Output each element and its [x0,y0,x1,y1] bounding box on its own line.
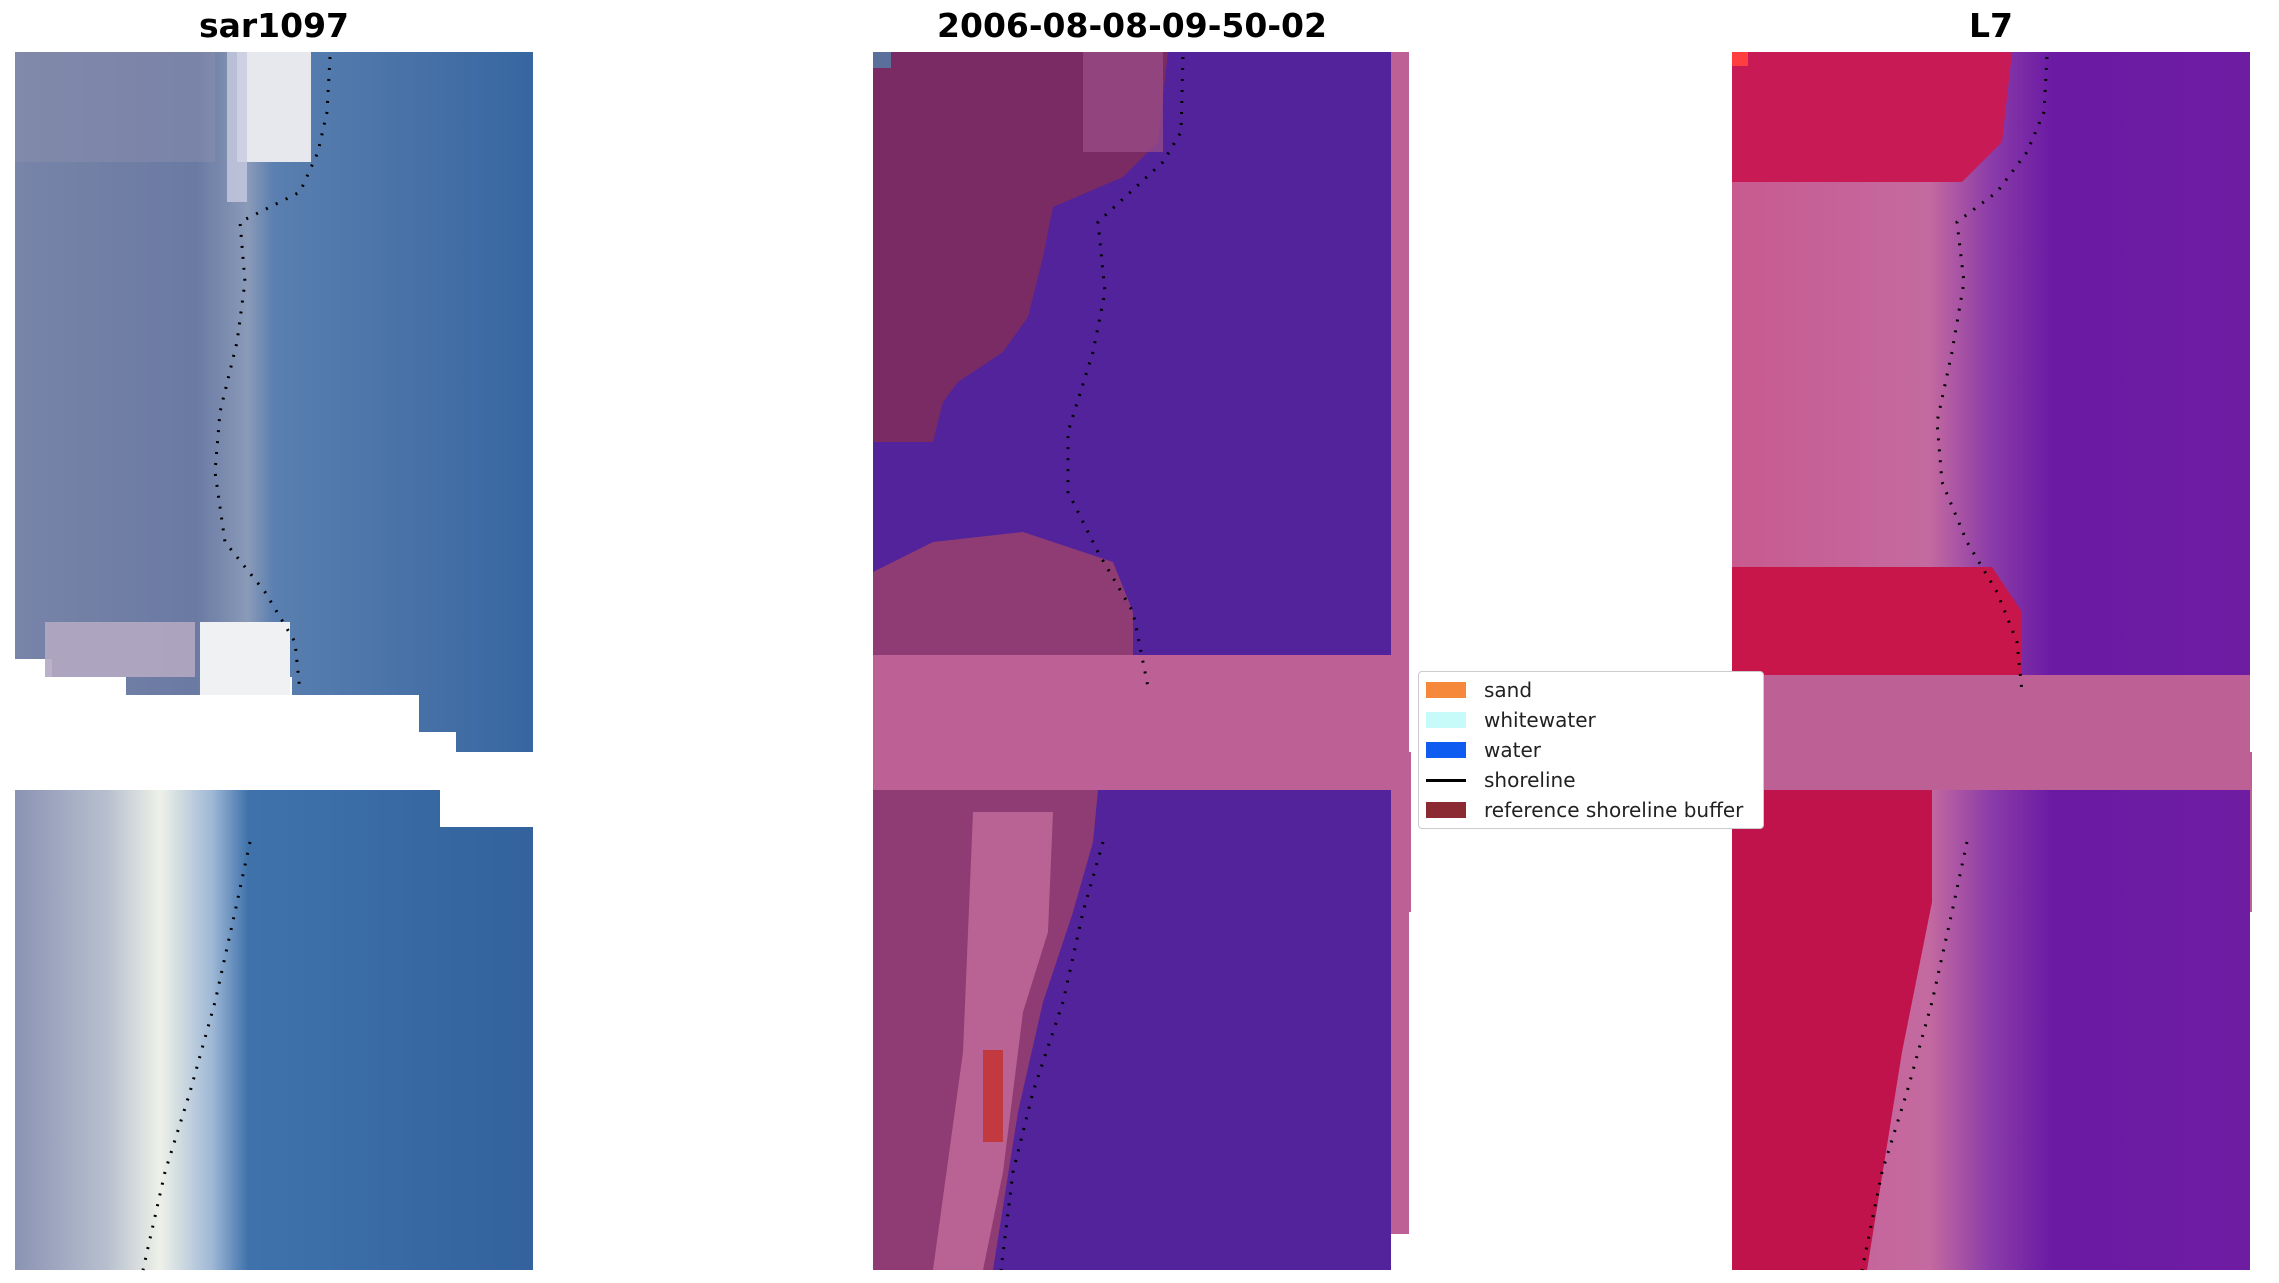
legend-item-water: water [1419,735,1541,765]
legend: sand whitewater water shoreline referenc… [1418,671,1764,829]
panel-title-rgb: sar1097 [198,6,350,45]
rgb-image-panel [15,52,533,1271]
legend-item-whitewater: whitewater [1419,705,1596,735]
water-swatch [1426,742,1466,758]
shoreline-line-swatch [1426,778,1466,782]
legend-item-sand: sand [1419,675,1532,705]
whitewater-swatch [1426,712,1466,728]
index-image [1732,52,2252,1271]
legend-label: whitewater [1484,708,1596,732]
legend-item-reference-buffer: reference shoreline buffer [1419,795,1743,825]
legend-label: reference shoreline buffer [1484,798,1744,822]
legend-label: shoreline [1484,768,1576,792]
legend-item-shoreline: shoreline [1419,765,1576,795]
rgb-image-upper [15,52,533,752]
rgb-image-lower [15,790,533,1271]
panel-title-index: L7 [1969,6,2013,45]
index-image-panel [1732,52,2252,1271]
legend-label: water [1484,738,1541,762]
legend-label: sand [1484,678,1533,702]
panel-title-classification: 2006-08-08-09-50-02 [937,6,1327,45]
classified-image [873,52,1411,1271]
buffer-swatch [1426,802,1466,818]
classification-panel [873,52,1411,1271]
sand-swatch [1426,682,1466,698]
